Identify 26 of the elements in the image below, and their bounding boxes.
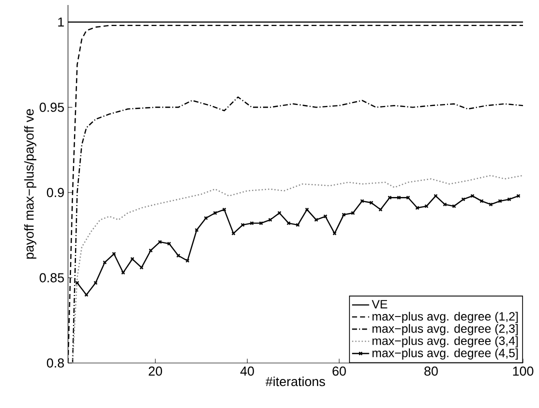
y-tick-label: 0.9 xyxy=(46,188,64,198)
x-tick-label: 80 xyxy=(424,366,438,376)
x-tick-label: 20 xyxy=(148,366,162,376)
y-axis-title: payoff max−plus/payoff ve xyxy=(24,109,36,259)
x-tick-label: 40 xyxy=(240,366,254,376)
x-axis-title: #iterations xyxy=(266,376,326,386)
legend-label: max−plus avg. degree (4,5] xyxy=(372,348,518,360)
point xyxy=(102,260,107,264)
point xyxy=(259,221,264,226)
x-tick-label: 100 xyxy=(513,366,534,376)
y-tick-label: 0.95 xyxy=(40,102,64,112)
legend-label: max−plus avg. degree (3,4] xyxy=(372,336,518,348)
x-tick-label: 60 xyxy=(332,366,346,376)
line-series xyxy=(72,174,523,363)
legend-label: max−plus avg. degree (2,3] xyxy=(372,324,518,336)
point xyxy=(222,208,226,212)
line-series xyxy=(72,96,523,363)
point xyxy=(194,228,199,232)
point xyxy=(185,258,190,263)
legend-label: VE xyxy=(372,300,388,308)
point xyxy=(130,256,134,262)
y-tick-label: 0.85 xyxy=(40,273,64,282)
point xyxy=(148,248,153,252)
y-tick-label: 0.8 xyxy=(46,358,64,368)
legend-label: max−plus avg. degree (1,2] xyxy=(372,312,518,324)
y-tick-label: 1 xyxy=(58,18,64,27)
